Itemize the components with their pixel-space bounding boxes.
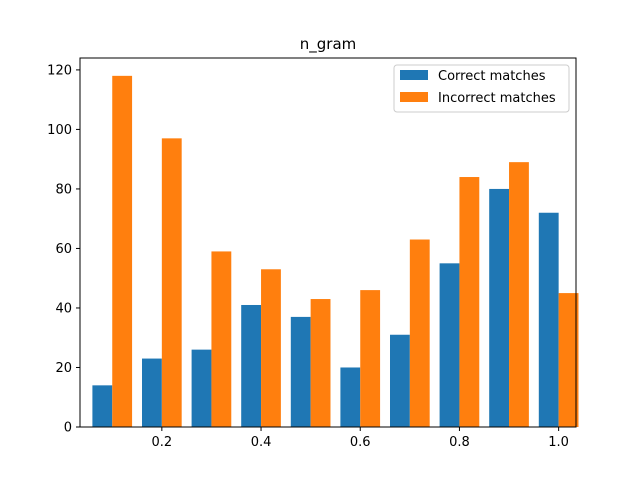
legend-swatch-incorrect (400, 92, 428, 102)
correct-bar-4 (241, 304, 262, 427)
correct-bar-10 (538, 212, 559, 427)
incorrect-bar-7 (409, 239, 430, 427)
x-tick-label: 0.4 (251, 435, 272, 450)
y-tick-label: 0 (64, 421, 72, 436)
incorrect-bar-8 (459, 177, 480, 427)
correct-bar-3 (191, 349, 212, 427)
chart-title: n_gram (300, 35, 357, 54)
legend-swatch-correct (400, 70, 428, 80)
y-tick-label: 60 (55, 242, 72, 257)
correct-bar-6 (340, 367, 361, 427)
correct-bar-5 (290, 316, 311, 427)
plot-frame (79, 57, 577, 428)
legend-label-correct: Correct matches (438, 69, 546, 84)
incorrect-bar-5 (310, 299, 331, 427)
axes-layer: 0.2 0.4 0.6 0.8 1.0 0 20 40 60 80 100 120 (47, 57, 577, 450)
correct-bar-1 (92, 385, 113, 427)
incorrect-bar-10 (558, 293, 579, 427)
incorrect-bar-4 (261, 269, 281, 427)
x-tick-label: 0.6 (350, 435, 371, 450)
correct-bar-7 (390, 334, 410, 427)
y-tick-label: 20 (55, 361, 72, 376)
correct-bar-9 (489, 188, 510, 427)
y-tick-label: 120 (47, 63, 72, 78)
incorrect-bar-6 (360, 290, 381, 427)
legend: Correct matches Incorrect matches (393, 64, 570, 113)
incorrect-bar-9 (509, 162, 529, 427)
bars-layer (92, 75, 579, 427)
incorrect-bar-3 (211, 251, 232, 427)
x-tick-label: 0.2 (151, 435, 172, 450)
y-tick-label: 40 (55, 301, 72, 316)
y-tick-label: 100 (47, 123, 72, 138)
correct-bar-2 (142, 358, 162, 427)
legend-box (393, 64, 570, 113)
incorrect-bar-2 (161, 138, 182, 427)
x-tick-label: 0.8 (449, 435, 470, 450)
y-tick-label: 80 (55, 182, 72, 197)
incorrect-bar-1 (112, 75, 133, 427)
legend-label-incorrect: Incorrect matches (438, 91, 556, 106)
x-tick-label: 1.0 (548, 435, 569, 450)
correct-bar-8 (439, 263, 460, 427)
